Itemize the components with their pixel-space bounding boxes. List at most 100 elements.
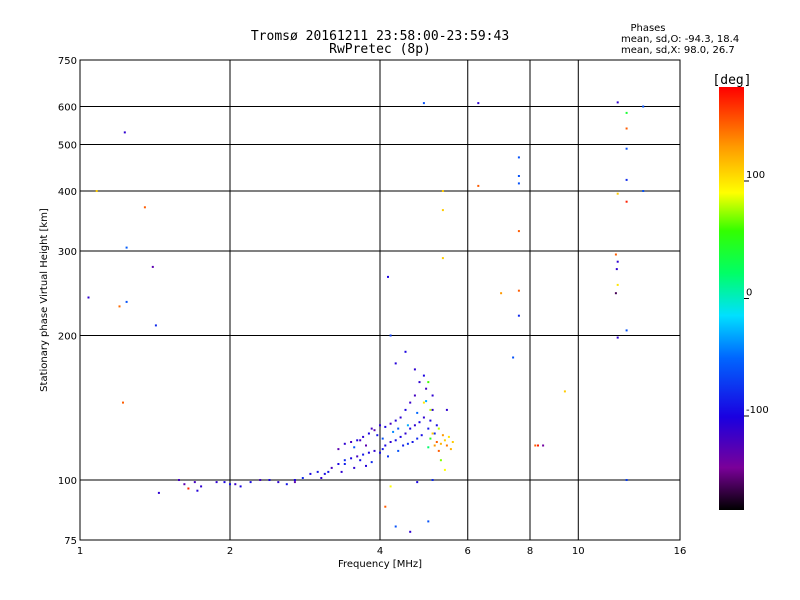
data-point (309, 472, 312, 475)
colorbar-label: [deg] (712, 73, 751, 88)
data-point (151, 265, 154, 268)
data-point (437, 427, 440, 430)
data-point (379, 424, 381, 427)
data-point (642, 105, 645, 108)
data-point (154, 324, 157, 327)
data-point (373, 429, 376, 432)
data-point (416, 411, 419, 414)
data-point (323, 472, 326, 475)
y-tick-label: 750 (58, 56, 77, 67)
data-point (422, 102, 425, 105)
data-point (379, 451, 381, 454)
data-point (389, 441, 392, 443)
data-point (433, 432, 436, 435)
y-axis-ticks: 75 100 200 300 400 500 600 750 (58, 56, 77, 547)
x-axis-label: Frequency [MHz] (338, 559, 422, 570)
stats-heading: Phases (630, 23, 665, 34)
data-point (431, 408, 434, 411)
data-point (259, 479, 262, 481)
data-point (413, 394, 416, 397)
colorbar (719, 87, 744, 510)
data-point (447, 435, 450, 438)
data-point (384, 505, 387, 508)
y-tick-label: 300 (58, 247, 77, 258)
data-point (477, 102, 480, 105)
x-tick-label: 1 (77, 546, 83, 557)
data-point (389, 422, 392, 425)
data-point (406, 442, 409, 445)
data-point (409, 401, 412, 404)
data-point (616, 283, 619, 286)
data-point (350, 441, 353, 443)
data-point (397, 427, 400, 430)
data-point (337, 448, 340, 451)
data-point (125, 300, 128, 303)
data-point (183, 483, 186, 486)
data-point (327, 470, 330, 473)
data-point (427, 381, 430, 384)
data-point (425, 400, 428, 403)
data-point (402, 444, 405, 447)
data-point (389, 485, 392, 488)
data-point (625, 127, 628, 130)
data-point (394, 362, 397, 365)
data-point (367, 451, 370, 454)
data-point (441, 209, 444, 212)
data-point (422, 374, 425, 377)
data-point (387, 275, 389, 278)
data-point (370, 461, 373, 464)
data-point (404, 408, 407, 411)
data-point (435, 424, 438, 427)
data-point (534, 444, 537, 447)
data-point (239, 485, 242, 488)
data-point (362, 453, 365, 456)
data-point (418, 381, 421, 384)
data-point (431, 479, 434, 481)
data-point (356, 455, 359, 458)
data-point (234, 483, 237, 486)
data-point (427, 520, 430, 523)
data-point (370, 427, 373, 430)
data-point (443, 439, 446, 442)
data-point (542, 444, 545, 447)
data-point (359, 459, 362, 462)
data-point (441, 257, 444, 260)
x-tick-label: 10 (572, 546, 585, 557)
data-point (435, 441, 438, 443)
data-point (373, 449, 376, 452)
data-point (563, 390, 566, 393)
colorbar-tick-label: 0 (746, 288, 752, 299)
data-point (409, 427, 412, 430)
data-point (445, 408, 448, 411)
data-point (404, 432, 407, 435)
data-point (439, 459, 442, 462)
data-point (422, 401, 425, 404)
data-point (118, 305, 121, 308)
data-point (477, 184, 480, 187)
data-point (616, 192, 619, 195)
data-point (443, 468, 446, 471)
stats-x-mode: mean, sd,X: 98.0, 26.7 (621, 45, 735, 56)
data-point (441, 190, 444, 192)
data-point (399, 435, 402, 438)
data-point (537, 444, 539, 447)
colorbar-tick-label: 100 (746, 170, 765, 181)
data-point (356, 439, 359, 442)
x-tick-label: 16 (674, 546, 687, 557)
data-point (615, 268, 618, 271)
x-tick-label: 8 (527, 546, 533, 557)
data-point (517, 230, 520, 233)
data-point (196, 489, 199, 492)
data-point (367, 432, 370, 435)
data-point (122, 401, 124, 404)
data-point (187, 487, 190, 490)
y-tick-label: 200 (58, 332, 77, 343)
data-point (365, 464, 367, 467)
data-point (431, 394, 434, 397)
data-point (433, 444, 436, 447)
data-point (625, 111, 628, 114)
x-axis-ticks: 1 2 4 6 8 10 16 (77, 546, 687, 557)
data-point (293, 479, 296, 481)
y-tick-label: 100 (58, 476, 77, 487)
